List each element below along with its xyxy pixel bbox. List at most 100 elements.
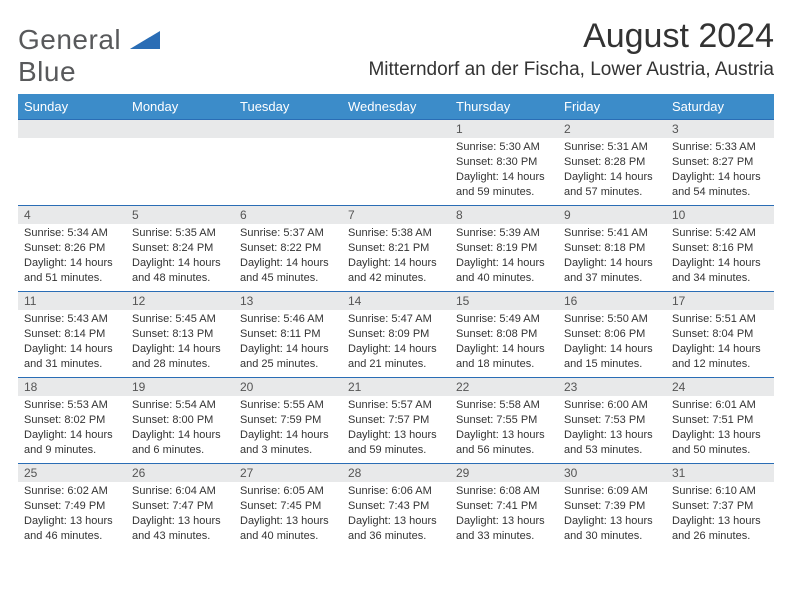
sunset-text: Sunset: 8:00 PM xyxy=(132,413,228,428)
day-number: 2 xyxy=(558,119,666,138)
calendar-cell: 9Sunrise: 5:41 AMSunset: 8:18 PMDaylight… xyxy=(558,205,666,291)
sunset-text: Sunset: 8:16 PM xyxy=(672,241,768,256)
daylight-text: Daylight: 14 hours and 25 minutes. xyxy=(240,342,336,372)
day-content: Sunrise: 5:46 AMSunset: 8:11 PMDaylight:… xyxy=(234,310,342,375)
sunrise-text: Sunrise: 6:05 AM xyxy=(240,484,336,499)
day-content: Sunrise: 6:00 AMSunset: 7:53 PMDaylight:… xyxy=(558,396,666,461)
day-number: 7 xyxy=(342,205,450,224)
sunset-text: Sunset: 7:47 PM xyxy=(132,499,228,514)
day-number: 30 xyxy=(558,463,666,482)
logo-triangle-icon xyxy=(130,31,160,49)
calendar-cell: 18Sunrise: 5:53 AMSunset: 8:02 PMDayligh… xyxy=(18,377,126,463)
daylight-text: Daylight: 14 hours and 9 minutes. xyxy=(24,428,120,458)
day-content: Sunrise: 5:54 AMSunset: 8:00 PMDaylight:… xyxy=(126,396,234,461)
sunset-text: Sunset: 7:51 PM xyxy=(672,413,768,428)
sunrise-text: Sunrise: 6:01 AM xyxy=(672,398,768,413)
title-block: August 2024 Mitterndorf an der Fischa, L… xyxy=(368,18,774,81)
day-number: 11 xyxy=(18,291,126,310)
day-content xyxy=(234,138,342,144)
sunset-text: Sunset: 7:43 PM xyxy=(348,499,444,514)
daylight-text: Daylight: 13 hours and 46 minutes. xyxy=(24,514,120,544)
calendar-cell: 13Sunrise: 5:46 AMSunset: 8:11 PMDayligh… xyxy=(234,291,342,377)
daylight-text: Daylight: 14 hours and 34 minutes. xyxy=(672,256,768,286)
calendar-cell: 30Sunrise: 6:09 AMSunset: 7:39 PMDayligh… xyxy=(558,463,666,549)
sunset-text: Sunset: 8:02 PM xyxy=(24,413,120,428)
day-content: Sunrise: 5:47 AMSunset: 8:09 PMDaylight:… xyxy=(342,310,450,375)
sunset-text: Sunset: 8:27 PM xyxy=(672,155,768,170)
sunset-text: Sunset: 7:39 PM xyxy=(564,499,660,514)
sunset-text: Sunset: 7:55 PM xyxy=(456,413,552,428)
day-number: 23 xyxy=(558,377,666,396)
sunrise-text: Sunrise: 6:04 AM xyxy=(132,484,228,499)
day-content: Sunrise: 5:34 AMSunset: 8:26 PMDaylight:… xyxy=(18,224,126,289)
day-number: 9 xyxy=(558,205,666,224)
day-content: Sunrise: 5:33 AMSunset: 8:27 PMDaylight:… xyxy=(666,138,774,203)
sunrise-text: Sunrise: 5:51 AM xyxy=(672,312,768,327)
sunrise-text: Sunrise: 5:43 AM xyxy=(24,312,120,327)
calendar-week-row: 4Sunrise: 5:34 AMSunset: 8:26 PMDaylight… xyxy=(18,205,774,291)
calendar-cell: 24Sunrise: 6:01 AMSunset: 7:51 PMDayligh… xyxy=(666,377,774,463)
calendar-cell: 29Sunrise: 6:08 AMSunset: 7:41 PMDayligh… xyxy=(450,463,558,549)
day-number xyxy=(342,119,450,138)
day-number: 28 xyxy=(342,463,450,482)
daylight-text: Daylight: 14 hours and 15 minutes. xyxy=(564,342,660,372)
day-number xyxy=(234,119,342,138)
daylight-text: Daylight: 14 hours and 48 minutes. xyxy=(132,256,228,286)
sunset-text: Sunset: 8:11 PM xyxy=(240,327,336,342)
daylight-text: Daylight: 14 hours and 42 minutes. xyxy=(348,256,444,286)
sunset-text: Sunset: 8:04 PM xyxy=(672,327,768,342)
sunrise-text: Sunrise: 5:30 AM xyxy=(456,140,552,155)
sunrise-text: Sunrise: 5:49 AM xyxy=(456,312,552,327)
calendar-cell: 16Sunrise: 5:50 AMSunset: 8:06 PMDayligh… xyxy=(558,291,666,377)
day-content: Sunrise: 5:31 AMSunset: 8:28 PMDaylight:… xyxy=(558,138,666,203)
sunset-text: Sunset: 8:24 PM xyxy=(132,241,228,256)
sunset-text: Sunset: 7:45 PM xyxy=(240,499,336,514)
header: General Blue August 2024 Mitterndorf an … xyxy=(18,18,774,88)
daylight-text: Daylight: 14 hours and 37 minutes. xyxy=(564,256,660,286)
sunset-text: Sunset: 8:28 PM xyxy=(564,155,660,170)
calendar-cell: 22Sunrise: 5:58 AMSunset: 7:55 PMDayligh… xyxy=(450,377,558,463)
calendar-cell: 27Sunrise: 6:05 AMSunset: 7:45 PMDayligh… xyxy=(234,463,342,549)
col-wednesday: Wednesday xyxy=(342,94,450,119)
calendar-week-row: 18Sunrise: 5:53 AMSunset: 8:02 PMDayligh… xyxy=(18,377,774,463)
day-content xyxy=(342,138,450,144)
calendar-cell: 10Sunrise: 5:42 AMSunset: 8:16 PMDayligh… xyxy=(666,205,774,291)
day-number: 17 xyxy=(666,291,774,310)
day-number: 3 xyxy=(666,119,774,138)
day-content: Sunrise: 5:41 AMSunset: 8:18 PMDaylight:… xyxy=(558,224,666,289)
daylight-text: Daylight: 13 hours and 59 minutes. xyxy=(348,428,444,458)
day-number: 12 xyxy=(126,291,234,310)
day-number: 29 xyxy=(450,463,558,482)
sunset-text: Sunset: 8:21 PM xyxy=(348,241,444,256)
calendar-cell: 19Sunrise: 5:54 AMSunset: 8:00 PMDayligh… xyxy=(126,377,234,463)
day-number: 13 xyxy=(234,291,342,310)
day-number: 15 xyxy=(450,291,558,310)
day-number: 19 xyxy=(126,377,234,396)
day-header-row: Sunday Monday Tuesday Wednesday Thursday… xyxy=(18,94,774,119)
sunrise-text: Sunrise: 5:45 AM xyxy=(132,312,228,327)
sunrise-text: Sunrise: 5:53 AM xyxy=(24,398,120,413)
calendar-cell: 20Sunrise: 5:55 AMSunset: 7:59 PMDayligh… xyxy=(234,377,342,463)
location-text: Mitterndorf an der Fischa, Lower Austria… xyxy=(368,59,774,81)
calendar-cell: 11Sunrise: 5:43 AMSunset: 8:14 PMDayligh… xyxy=(18,291,126,377)
daylight-text: Daylight: 14 hours and 6 minutes. xyxy=(132,428,228,458)
sunset-text: Sunset: 8:22 PM xyxy=(240,241,336,256)
day-number: 24 xyxy=(666,377,774,396)
calendar-cell xyxy=(342,119,450,205)
sunrise-text: Sunrise: 5:33 AM xyxy=(672,140,768,155)
calendar-cell xyxy=(126,119,234,205)
day-number: 16 xyxy=(558,291,666,310)
calendar-cell: 28Sunrise: 6:06 AMSunset: 7:43 PMDayligh… xyxy=(342,463,450,549)
calendar-cell: 26Sunrise: 6:04 AMSunset: 7:47 PMDayligh… xyxy=(126,463,234,549)
day-content: Sunrise: 5:42 AMSunset: 8:16 PMDaylight:… xyxy=(666,224,774,289)
daylight-text: Daylight: 13 hours and 30 minutes. xyxy=(564,514,660,544)
sunrise-text: Sunrise: 5:50 AM xyxy=(564,312,660,327)
calendar-cell xyxy=(18,119,126,205)
sunrise-text: Sunrise: 5:41 AM xyxy=(564,226,660,241)
calendar-week-row: 1Sunrise: 5:30 AMSunset: 8:30 PMDaylight… xyxy=(18,119,774,205)
day-content: Sunrise: 6:08 AMSunset: 7:41 PMDaylight:… xyxy=(450,482,558,547)
sunset-text: Sunset: 7:49 PM xyxy=(24,499,120,514)
calendar-cell: 15Sunrise: 5:49 AMSunset: 8:08 PMDayligh… xyxy=(450,291,558,377)
day-content: Sunrise: 5:50 AMSunset: 8:06 PMDaylight:… xyxy=(558,310,666,375)
calendar-cell: 23Sunrise: 6:00 AMSunset: 7:53 PMDayligh… xyxy=(558,377,666,463)
